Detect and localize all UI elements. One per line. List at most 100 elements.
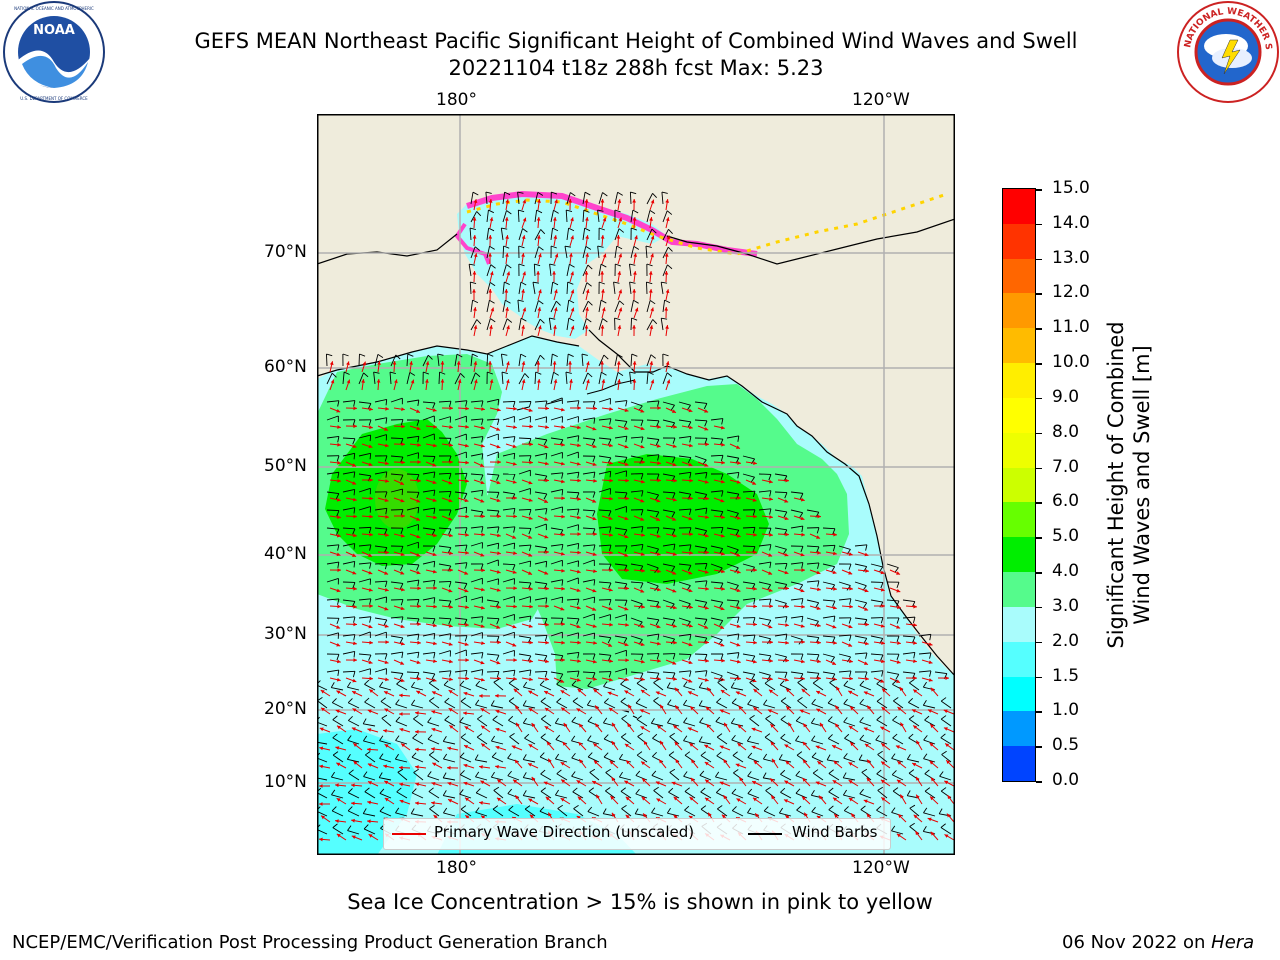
wave-arrow-head (817, 514, 821, 519)
wind-barb-flag (877, 750, 883, 755)
wind-barb-flag (924, 715, 930, 721)
wind-barb-flag (496, 510, 500, 517)
wind-barb-flag (671, 511, 676, 518)
wind-barb-flag (763, 806, 769, 812)
wave-arrow-head (705, 658, 709, 663)
wind-barb (923, 739, 936, 745)
wind-barb-flag (513, 436, 516, 443)
wave-arrow-head (367, 709, 372, 714)
wind-barb (662, 372, 668, 385)
wave-arrow-head (785, 586, 789, 591)
wave-arrow-head (689, 743, 694, 747)
wave-arrow-head (643, 740, 648, 745)
wave-arrow-head (800, 624, 805, 628)
wind-barb (598, 526, 611, 529)
wave-arrow-head (480, 480, 485, 485)
wave-arrow-head (897, 641, 901, 645)
wind-barb (758, 598, 771, 601)
wave-arrow-head (369, 676, 373, 681)
wind-barb (566, 577, 579, 583)
wind-barb (614, 668, 627, 673)
wave-arrow-head (368, 588, 373, 592)
svg-text:U.S. DEPARTMENT OF COMMERCE: U.S. DEPARTMENT OF COMMERCE (20, 96, 88, 101)
wind-barb (924, 790, 936, 799)
wind-barb-flag (567, 281, 574, 285)
wind-barb-flag (896, 582, 900, 589)
wind-barb-flag (378, 772, 383, 778)
wind-barb (534, 318, 541, 331)
wave-arrow-head (708, 812, 712, 817)
wind-barb (326, 415, 339, 421)
wind-barb-flag (684, 805, 690, 811)
wind-barb (651, 812, 664, 817)
wave-arrow-head (495, 727, 500, 732)
wind-barb (822, 527, 836, 530)
wind-barb-flag (480, 563, 484, 570)
wave-arrow-head (536, 379, 541, 383)
wave-arrow-head (448, 708, 453, 712)
wave-arrow-head (353, 743, 358, 747)
wind-barb-flag (427, 734, 433, 740)
wind-barb (923, 758, 936, 763)
wind-barb-flag (720, 527, 724, 534)
wave-arrow-head (522, 307, 527, 312)
wave-arrow-head (536, 271, 541, 275)
wind-barb (646, 319, 654, 331)
wave-arrow-head (640, 444, 645, 449)
wave-arrow-head (544, 534, 549, 539)
wave-arrow-head (400, 624, 405, 629)
wind-barb-flag (842, 789, 847, 796)
wind-barb-flag (669, 732, 675, 737)
wind-barb (598, 372, 602, 385)
wind-barb (934, 671, 947, 675)
wind-barb-flag (636, 751, 643, 756)
wind-barb-flag (617, 191, 623, 196)
wind-barb-flag (475, 680, 481, 686)
wind-barb (374, 617, 387, 621)
wave-arrow-head (336, 833, 341, 838)
wind-barb-flag (496, 655, 500, 661)
wind-barb (491, 740, 504, 745)
wind-barb-flag (799, 493, 804, 499)
wind-barb-flag (876, 769, 882, 775)
wind-barb-flag (464, 473, 468, 480)
wave-arrow-head (640, 498, 645, 503)
wave-arrow-head (632, 325, 636, 329)
wave-arrow-head (337, 460, 341, 465)
wind-barb (582, 264, 589, 277)
wave-arrow-head (593, 760, 598, 765)
wind-barb-flag (545, 561, 548, 568)
wind-barb-flag (795, 716, 801, 722)
wind-barb-flag (859, 717, 864, 723)
wind-barb (566, 400, 579, 403)
wave-arrow-head (368, 444, 373, 449)
wind-barb (651, 775, 664, 781)
wind-barb (678, 436, 691, 439)
wind-barb (891, 830, 904, 835)
wind-barb-flag (556, 679, 562, 685)
wave-arrow-head (609, 533, 613, 537)
wind-barb-flag (411, 752, 417, 758)
wind-barb (566, 508, 579, 511)
wind-barb-flag (785, 634, 788, 641)
wave-arrow-head (930, 796, 934, 801)
wave-arrow-head (553, 325, 557, 329)
wind-barb-flag (416, 599, 420, 606)
colorbar-band (1003, 711, 1035, 747)
wave-arrow-head (560, 407, 565, 412)
wind-barb-flag (593, 544, 596, 551)
wave-arrow-head (801, 640, 805, 644)
wind-barb (838, 598, 851, 601)
wind-barb (646, 193, 653, 205)
wind-barb-flag (801, 526, 804, 533)
wave-arrow-head (568, 361, 573, 365)
wind-barb-flag (718, 567, 723, 574)
wind-barb (923, 812, 936, 817)
wind-barb-flag (464, 527, 468, 534)
wave-arrow-head (624, 444, 629, 449)
wave-arrow-head (479, 693, 483, 698)
wind-barb (342, 543, 355, 547)
wind-barb (374, 417, 387, 421)
wind-barb (342, 599, 355, 602)
wind-barb-flag (796, 805, 802, 811)
